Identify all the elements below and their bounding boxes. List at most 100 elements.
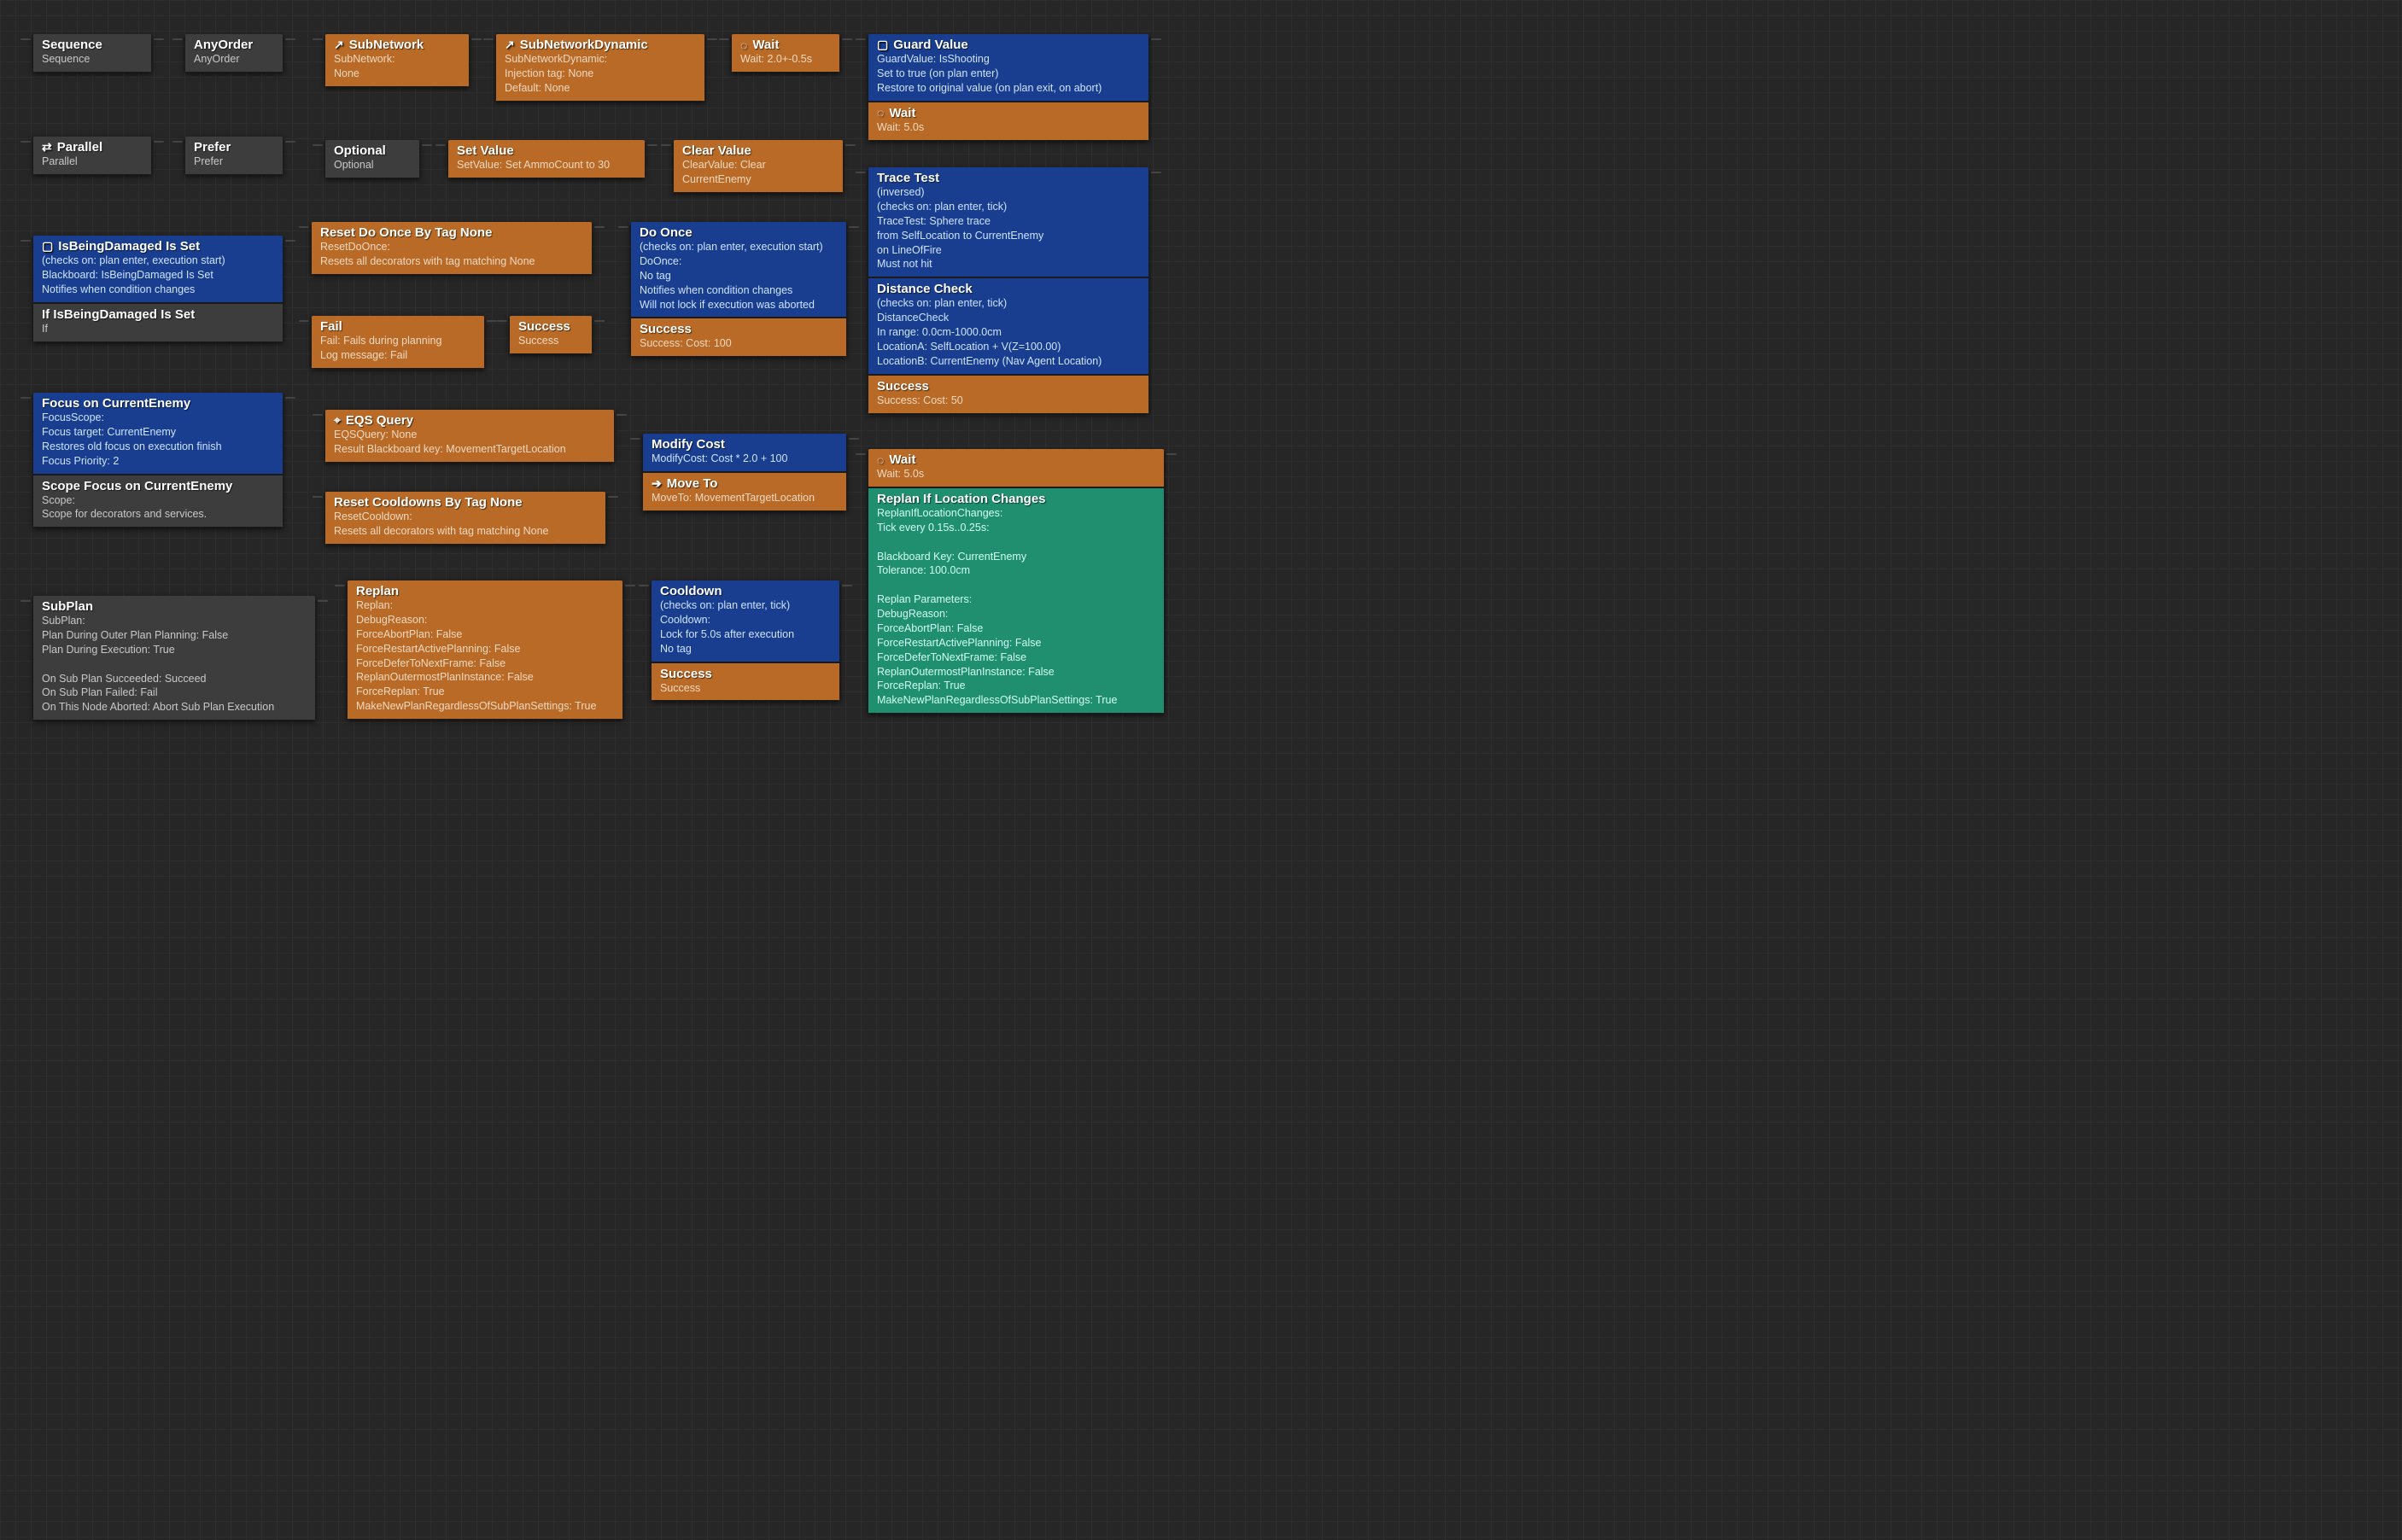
node-doonce-title-1: Success [640,322,692,336]
node-subnetwork-title-0: SubNetwork [349,38,424,52]
node-isbeing-title-0: IsBeingDamaged Is Set [58,239,200,254]
node-subnetworkdynamic-seg-0[interactable]: ↗SubNetworkDynamicSubNetworkDynamic: Inj… [495,34,705,102]
node-doonce-body-0: (checks on: plan enter, execution start)… [640,240,838,312]
node-subplan-body-0: SubPlan: Plan During Outer Plan Planning… [42,614,307,715]
node-modifycost-seg-1[interactable]: ➔ Move ToMoveTo: MovementTargetLocation [642,472,847,511]
node-tracetest-title-1: Distance Check [877,282,973,296]
node-replan-seg-0[interactable]: ReplanReplan: DebugReason: ForceAbortPla… [347,580,623,720]
node-guardvalue-icon-0: ▢ [877,38,888,52]
node-modifycost-body-0: ModifyCost: Cost * 2.0 + 100 [652,452,838,466]
node-wait1-title-0: Wait [752,38,779,52]
node-parallel-icon-0: ⇄ [42,140,52,155]
node-modifycost-title-0: Modify Cost [652,437,725,452]
node-optional-title-0: Optional [334,143,386,158]
node-optional-body-0: Optional [334,158,411,172]
node-tracetest-body-2: Success: Cost: 50 [877,394,1140,408]
node-clearvalue-body-0: ClearValue: Clear CurrentEnemy [682,158,834,187]
node-resetdoonce-seg-0[interactable]: Reset Do Once By Tag NoneResetDoOnce: Re… [311,222,593,275]
node-wait2-seg-1[interactable]: Replan If Location ChangesReplanIfLocati… [868,487,1165,714]
node-wait2-body-1: ReplanIfLocationChanges: Tick every 0.15… [877,506,1155,708]
node-replan-title-0: Replan [356,584,399,598]
node-prefer-title-0: Prefer [194,140,231,155]
node-subnetworkdynamic-icon-0: ↗ [505,38,515,52]
node-parallel-body-0: Parallel [42,155,143,169]
node-fail-seg-0[interactable]: FailFail: Fails during planning Log mess… [311,316,485,369]
node-cooldown-title-0: Cooldown [660,584,722,598]
node-wait2-title-0: Wait [889,452,915,467]
node-isbeing-seg-1[interactable]: If IsBeingDamaged Is SetIf [32,303,283,342]
node-doonce-seg-0[interactable]: Do Once(checks on: plan enter, execution… [630,222,847,318]
node-sequence-title-0: Sequence [42,38,102,52]
node-setvalue-seg-0[interactable]: Set ValueSetValue: Set AmmoCount to 30 [447,140,646,178]
node-doonce-body-1: Success: Cost: 100 [640,336,838,351]
node-subplan-seg-0[interactable]: SubPlanSubPlan: Plan During Outer Plan P… [32,596,316,720]
node-cooldown-title-1: Success [660,667,712,681]
node-doonce-seg-1[interactable]: SuccessSuccess: Cost: 100 [630,318,847,357]
node-isbeing-body-1: If [42,322,274,336]
node-wait1-body-0: Wait: 2.0+-0.5s [740,52,831,67]
node-prefer-body-0: Prefer [194,155,274,169]
node-guardvalue-seg-1[interactable]: ◌WaitWait: 5.0s [868,102,1149,141]
node-wait2-seg-0[interactable]: ◌ WaitWait: 5.0s [868,449,1165,487]
node-setvalue-title-0: Set Value [457,143,514,158]
node-tracetest-title-2: Success [877,379,929,394]
node-guardvalue-seg-0[interactable]: ▢ Guard ValueGuardValue: IsShooting Set t… [868,34,1149,102]
node-success1-seg-0[interactable]: SuccessSuccess [509,316,593,354]
node-clearvalue-title-0: Clear Value [682,143,751,158]
node-subnetwork-body-0: SubNetwork: None [334,52,460,81]
node-isbeing-body-0: (checks on: plan enter, execution start)… [42,254,274,297]
node-isbeing-seg-0[interactable]: ▢ IsBeingDamaged Is Set(checks on: plan e… [32,236,283,303]
node-tracetest-seg-2[interactable]: SuccessSuccess: Cost: 50 [868,375,1149,414]
node-wait2-body-0: Wait: 5.0s [877,467,1155,481]
node-focus-seg-1[interactable]: Scope Focus on CurrentEnemyScope: Scope … [32,475,283,528]
node-focus-title-1: Scope Focus on CurrentEnemy [42,479,232,493]
node-modifycost-body-1: MoveTo: MovementTargetLocation [652,491,838,505]
node-resetcooldown-body-0: ResetCooldown: Resets all decorators wit… [334,510,597,539]
node-fail-title-0: Fail [320,319,342,334]
node-modifycost-title-1: Move To [667,476,718,491]
node-modifycost-seg-0[interactable]: Modify CostModifyCost: Cost * 2.0 + 100 [642,434,847,472]
node-parallel-seg-0[interactable]: ⇄ParallelParallel [32,137,152,175]
node-anyorder-body-0: AnyOrder [194,52,274,67]
node-isbeing-icon-0: ▢ [42,239,53,254]
node-resetdoonce-title-0: Reset Do Once By Tag None [320,225,492,240]
node-eqs-title-0: EQS Query [346,413,413,428]
node-parallel-title-0: Parallel [57,140,102,155]
node-optional-seg-0[interactable]: OptionalOptional [324,140,420,178]
node-subnetwork-seg-0[interactable]: ↗SubNetworkSubNetwork: None [324,34,470,87]
node-subnetworkdynamic-body-0: SubNetworkDynamic: Injection tag: None D… [505,52,696,96]
node-guardvalue-body-0: GuardValue: IsShooting Set to true (on p… [877,52,1140,96]
node-cooldown-seg-0[interactable]: Cooldown(checks on: plan enter, tick) Co… [651,580,840,662]
node-success1-body-0: Success [518,334,583,348]
node-resetdoonce-body-0: ResetDoOnce: Resets all decorators with … [320,240,583,269]
node-eqs-icon-0: ⌖ [334,413,341,428]
node-wait1-seg-0[interactable]: ◌ WaitWait: 2.0+-0.5s [731,34,840,73]
node-sequence-body-0: Sequence [42,52,143,67]
node-tracetest-seg-0[interactable]: Trace Test(inversed) (checks on: plan en… [868,167,1149,277]
node-resetcooldown-seg-0[interactable]: Reset Cooldowns By Tag NoneResetCooldown… [324,492,606,545]
node-sequence-seg-0[interactable]: SequenceSequence [32,34,152,73]
node-tracetest-title-0: Trace Test [877,171,939,185]
node-wait2-icon-0: ◌ [877,453,884,467]
node-modifycost-icon-1: ➔ [652,476,662,491]
node-tracetest-seg-1[interactable]: Distance Check(checks on: plan enter, ti… [868,277,1149,374]
node-focus-title-0: Focus on CurrentEnemy [42,396,190,411]
node-wait1-icon-0: ◌ [740,38,747,52]
node-eqs-body-0: EQSQuery: None Result Blackboard key: Mo… [334,428,605,457]
node-cooldown-seg-1[interactable]: SuccessSuccess [651,662,840,702]
node-guardvalue-title-0: Guard Value [893,38,968,52]
node-focus-body-1: Scope: Scope for decorators and services… [42,493,274,522]
node-subplan-title-0: SubPlan [42,599,93,614]
node-prefer-seg-0[interactable]: PreferPrefer [184,137,283,175]
node-clearvalue-seg-0[interactable]: Clear ValueClearValue: Clear CurrentEnem… [673,140,844,193]
node-tracetest-body-1: (checks on: plan enter, tick) DistanceCh… [877,296,1140,368]
node-cooldown-body-1: Success [660,681,831,696]
node-focus-body-0: FocusScope: Focus target: CurrentEnemy R… [42,411,274,469]
node-eqs-seg-0[interactable]: ⌖ EQS QueryEQSQuery: None Result Blackboa… [324,410,615,463]
node-setvalue-body-0: SetValue: Set AmmoCount to 30 [457,158,636,172]
node-anyorder-seg-0[interactable]: AnyOrderAnyOrder [184,34,283,73]
node-wait2-title-1: Replan If Location Changes [877,492,1046,506]
node-focus-seg-0[interactable]: Focus on CurrentEnemyFocusScope: Focus t… [32,393,283,475]
node-doonce-title-0: Do Once [640,225,693,240]
node-replan-body-0: Replan: DebugReason: ForceAbortPlan: Fal… [356,598,614,714]
